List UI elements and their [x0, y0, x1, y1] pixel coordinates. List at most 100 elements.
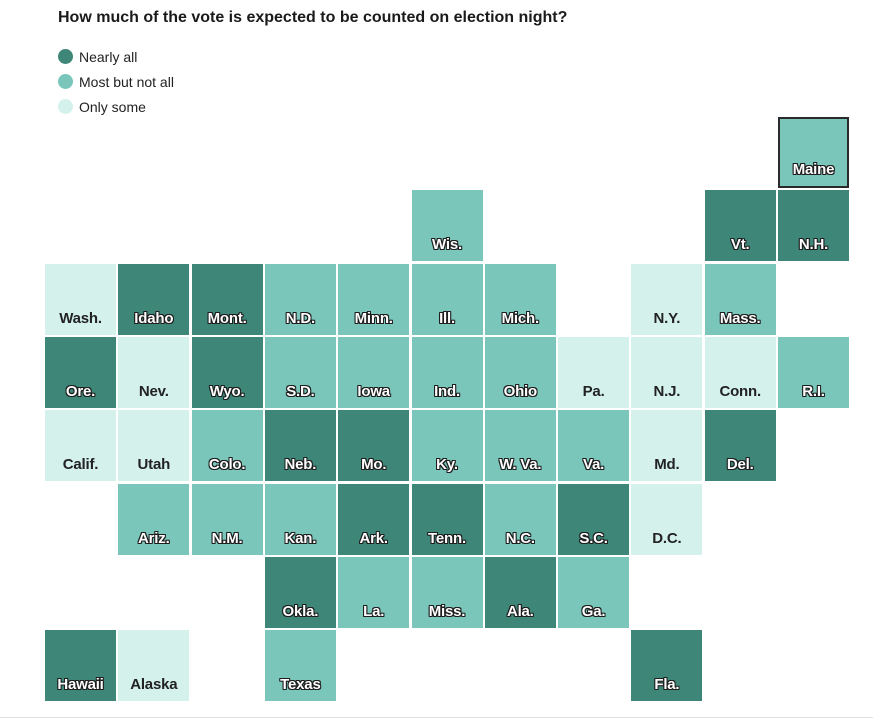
state-label: Alaska	[130, 676, 178, 694]
state-tile-mont[interactable]: Mont.	[191, 263, 263, 335]
state-label: Wis.	[432, 236, 462, 254]
state-tile-hawaii[interactable]: Hawaii	[45, 630, 116, 702]
state-label: Md.	[654, 456, 680, 474]
state-tile-ore[interactable]: Ore.	[45, 336, 116, 408]
state-tile-r-i[interactable]: R.I.	[778, 336, 849, 408]
legend-label-nearly-all: Nearly all	[79, 48, 138, 65]
state-tile-ga[interactable]: Ga.	[558, 556, 630, 628]
state-tile-calif[interactable]: Calif.	[45, 410, 116, 482]
state-tile-d-c[interactable]: D.C.	[631, 483, 703, 555]
state-label: Mich.	[501, 309, 540, 327]
state-tile-alaska[interactable]: Alaska	[118, 630, 190, 702]
state-tile-mich[interactable]: Mich.	[484, 263, 556, 335]
legend-item-most: Most but not all	[58, 69, 174, 94]
state-label: N.H.	[798, 236, 829, 254]
state-label: Ariz.	[138, 529, 170, 547]
state-tile-nev[interactable]: Nev.	[118, 336, 190, 408]
state-label: Colo.	[208, 456, 246, 474]
state-tile-s-d[interactable]: S.D.	[264, 336, 336, 408]
state-tile-n-j[interactable]: N.J.	[631, 336, 703, 408]
state-tile-n-y[interactable]: N.Y.	[631, 263, 703, 335]
state-tile-mass[interactable]: Mass.	[704, 263, 776, 335]
state-tile-pa[interactable]: Pa.	[558, 336, 630, 408]
state-label: W. Va.	[499, 456, 542, 474]
state-tile-ark[interactable]: Ark.	[338, 483, 410, 555]
state-label: N.J.	[653, 382, 681, 400]
state-label: Ga.	[581, 602, 606, 620]
state-label: Tenn.	[428, 529, 466, 547]
state-tile-ohio[interactable]: Ohio	[484, 336, 556, 408]
state-tile-idaho[interactable]: Idaho	[118, 263, 190, 335]
state-label: Pa.	[582, 382, 605, 400]
state-tile-tenn[interactable]: Tenn.	[411, 483, 483, 555]
legend-swatch-only-some	[58, 99, 73, 114]
state-label: Miss.	[428, 602, 466, 620]
state-tile-miss[interactable]: Miss.	[411, 556, 483, 628]
legend-swatch-most	[58, 74, 73, 89]
state-label: Vt.	[730, 236, 750, 254]
legend-swatch-nearly-all	[58, 49, 73, 64]
state-tile-iowa[interactable]: Iowa	[338, 336, 410, 408]
state-tile-s-c[interactable]: S.C.	[558, 483, 630, 555]
state-label: Neb.	[284, 456, 317, 474]
state-label: Idaho	[134, 309, 174, 327]
state-label: Iowa	[357, 382, 390, 400]
state-label: N.Y.	[653, 309, 681, 327]
state-tile-vt[interactable]: Vt.	[704, 190, 776, 262]
state-tile-wash[interactable]: Wash.	[45, 263, 116, 335]
state-label: Conn.	[719, 382, 761, 400]
state-label: Va.	[583, 456, 605, 474]
state-tile-wis[interactable]: Wis.	[411, 190, 483, 262]
state-label: N.D.	[285, 309, 315, 327]
state-label: Maine	[792, 161, 835, 178]
state-label: Wyo.	[209, 382, 245, 400]
state-tile-minn[interactable]: Minn.	[338, 263, 410, 335]
state-tile-n-m[interactable]: N.M.	[191, 483, 263, 555]
state-tile-va[interactable]: Va.	[558, 410, 630, 482]
state-tile-fla[interactable]: Fla.	[631, 630, 703, 702]
state-label: Fla.	[654, 676, 680, 694]
state-label: Texas	[280, 676, 321, 694]
state-tile-okla[interactable]: Okla.	[264, 556, 336, 628]
state-tile-ky[interactable]: Ky.	[411, 410, 483, 482]
state-tile-mo[interactable]: Mo.	[338, 410, 410, 482]
state-tile-conn[interactable]: Conn.	[704, 336, 776, 408]
state-tile-ind[interactable]: Ind.	[411, 336, 483, 408]
state-tile-ariz[interactable]: Ariz.	[118, 483, 190, 555]
state-label: Mass.	[719, 309, 761, 327]
state-tile-maine[interactable]: Maine	[778, 117, 849, 188]
state-tile-wyo[interactable]: Wyo.	[191, 336, 263, 408]
state-tile-ala[interactable]: Ala.	[484, 556, 556, 628]
state-label: Mo.	[361, 456, 387, 474]
state-label: N.C.	[505, 529, 535, 547]
state-label: Calif.	[62, 456, 99, 474]
legend-item-nearly-all: Nearly all	[58, 44, 174, 69]
state-tile-ill[interactable]: Ill.	[411, 263, 483, 335]
state-tile-md[interactable]: Md.	[631, 410, 703, 482]
state-tile-neb[interactable]: Neb.	[264, 410, 336, 482]
state-tile-n-d[interactable]: N.D.	[264, 263, 336, 335]
state-tile-del[interactable]: Del.	[704, 410, 776, 482]
state-label: Minn.	[354, 309, 393, 327]
state-label: Ala.	[506, 602, 534, 620]
state-label: Nev.	[138, 382, 169, 400]
legend: Nearly all Most but not all Only some	[58, 44, 174, 119]
state-label: Del.	[726, 456, 754, 474]
state-tile-colo[interactable]: Colo.	[191, 410, 263, 482]
state-label: Wash.	[59, 309, 102, 327]
state-tile-kan[interactable]: Kan.	[264, 483, 336, 555]
bottom-divider	[0, 717, 873, 718]
state-tile-utah[interactable]: Utah	[118, 410, 190, 482]
chart-title: How much of the vote is expected to be c…	[58, 9, 568, 26]
state-tile-w-va[interactable]: W. Va.	[484, 410, 556, 482]
state-tile-la[interactable]: La.	[338, 556, 410, 628]
state-tile-texas[interactable]: Texas	[264, 630, 336, 702]
state-tile-n-h[interactable]: N.H.	[778, 190, 849, 262]
state-label: Ill.	[439, 309, 455, 327]
state-tile-n-c[interactable]: N.C.	[484, 483, 556, 555]
state-label: D.C.	[652, 529, 682, 547]
legend-label-only-some: Only some	[79, 98, 146, 115]
state-label: Hawaii	[57, 676, 104, 694]
state-label: Ky.	[436, 456, 458, 474]
